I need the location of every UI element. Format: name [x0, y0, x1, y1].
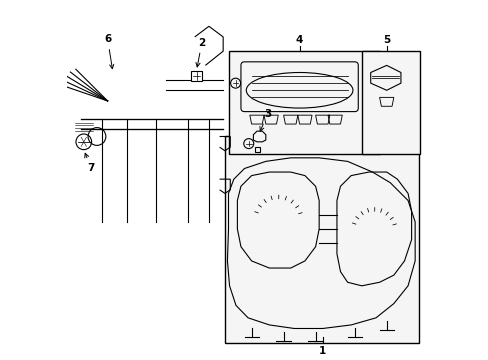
Text: 4: 4 [295, 35, 303, 45]
Bar [361, 51, 420, 154]
Text: 5: 5 [382, 35, 389, 45]
Bar [228, 51, 379, 154]
Text: 2: 2 [196, 37, 205, 67]
Text: 3: 3 [260, 109, 271, 131]
Bar [224, 136, 418, 343]
Text: 7: 7 [84, 153, 94, 173]
Text: 6: 6 [104, 34, 114, 69]
Bar [191, 71, 202, 81]
Text: 1: 1 [319, 346, 325, 356]
